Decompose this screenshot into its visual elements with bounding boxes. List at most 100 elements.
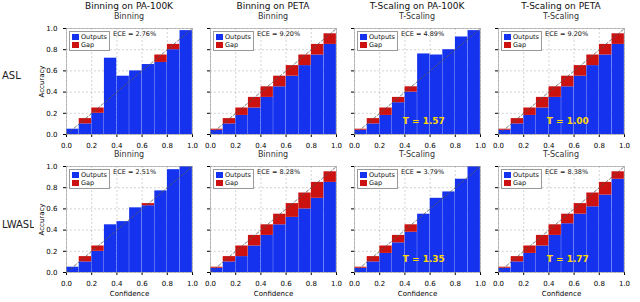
svg-text:1.0: 1.0 [187, 280, 198, 288]
html-text:T-Scaling: T-Scaling [399, 150, 435, 159]
svg-text:Confidence: Confidence [542, 290, 581, 298]
svg-text:0.6: 0.6 [569, 142, 581, 150]
html-text:Binning on PA-100K: Binning on PA-100K [85, 1, 173, 11]
html-text:Binning: Binning [113, 150, 145, 159]
svg-text:0.0: 0.0 [61, 142, 72, 150]
svg-text:0.0: 0.0 [46, 269, 57, 277]
svg-text:0.8: 0.8 [594, 280, 605, 288]
svg-text:0.4: 0.4 [543, 280, 555, 288]
html-text:Outputs: Outputs [225, 33, 251, 41]
svg-text:0.8: 0.8 [162, 280, 173, 288]
svg-text:0.2: 0.2 [230, 142, 241, 150]
svg-text:0.2: 0.2 [230, 280, 241, 288]
svg-text:Confidence: Confidence [254, 290, 293, 298]
svg-text:1.0: 1.0 [46, 25, 57, 33]
svg-text:0.8: 0.8 [46, 184, 57, 192]
svg-text:0.2: 0.2 [374, 142, 385, 150]
html-text:Binning: Binning [257, 150, 289, 159]
svg-text:T = 1.57: T = 1.57 [403, 116, 445, 126]
svg-text:ECE = 9.20%: ECE = 9.20% [257, 30, 300, 38]
html-text:Binning on PETA: Binning on PETA [236, 1, 310, 11]
svg-text:1.0: 1.0 [619, 142, 630, 150]
svg-text:0.6: 0.6 [281, 280, 293, 288]
svg-text:0.0: 0.0 [61, 280, 72, 288]
svg-text:0.2: 0.2 [518, 280, 529, 288]
html-text:Gap: Gap [369, 41, 383, 49]
svg-text:0.8: 0.8 [450, 142, 461, 150]
svg-text:0.0: 0.0 [493, 142, 504, 150]
svg-text:T = 1.77: T = 1.77 [547, 254, 589, 264]
html-text:Binning: Binning [113, 12, 145, 21]
svg-text:Confidence: Confidence [398, 290, 437, 298]
html-text:Gap: Gap [513, 41, 527, 49]
svg-text:0.6: 0.6 [425, 280, 437, 288]
svg-text:0.8: 0.8 [46, 46, 57, 54]
svg-text:Confidence: Confidence [110, 290, 149, 298]
svg-text:ECE = 4.89%: ECE = 4.89% [401, 30, 444, 38]
svg-text:0.4: 0.4 [46, 226, 58, 234]
svg-text:0.0: 0.0 [493, 280, 504, 288]
svg-text:ECE = 9.20%: ECE = 9.20% [545, 30, 588, 38]
svg-text:0.8: 0.8 [594, 142, 605, 150]
svg-text:0.4: 0.4 [399, 142, 411, 150]
svg-text:0.6: 0.6 [425, 142, 437, 150]
svg-text:0.2: 0.2 [374, 280, 385, 288]
html-text:T-Scaling on PETA: T-Scaling on PETA [521, 1, 601, 11]
svg-text:0.0: 0.0 [349, 142, 360, 150]
html-text:Gap: Gap [225, 41, 239, 49]
html-text:T-Scaling: T-Scaling [399, 12, 435, 21]
svg-text:0.6: 0.6 [137, 142, 149, 150]
svg-text:ECE = 2.51%: ECE = 2.51% [113, 168, 156, 176]
svg-text:0.4: 0.4 [399, 280, 411, 288]
svg-text:Accuracy: Accuracy [38, 66, 46, 98]
svg-text:ECE = 3.79%: ECE = 3.79% [401, 168, 444, 176]
svg-text:0.6: 0.6 [137, 280, 149, 288]
svg-text:Accuracy: Accuracy [38, 204, 46, 236]
html-text:LWASL: LWASL [2, 218, 35, 230]
svg-text:ECE = 2.76%: ECE = 2.76% [113, 30, 156, 38]
html-text:ASL: ASL [2, 69, 21, 81]
svg-text:0.4: 0.4 [543, 142, 555, 150]
svg-text:0.6: 0.6 [46, 67, 58, 75]
svg-text:0.4: 0.4 [255, 280, 267, 288]
html-text:Outputs: Outputs [369, 33, 395, 41]
svg-text:0.6: 0.6 [281, 142, 293, 150]
svg-text:0.4: 0.4 [255, 142, 267, 150]
html-text:T-Scaling: T-Scaling [543, 150, 579, 159]
svg-text:0.8: 0.8 [450, 280, 461, 288]
svg-text:0.8: 0.8 [306, 280, 317, 288]
svg-text:0.0: 0.0 [205, 280, 216, 288]
svg-text:0.0: 0.0 [46, 131, 57, 139]
svg-text:0.2: 0.2 [46, 248, 57, 256]
svg-text:0.4: 0.4 [111, 142, 123, 150]
svg-text:0.2: 0.2 [518, 142, 529, 150]
svg-text:0.2: 0.2 [86, 280, 97, 288]
svg-text:0.6: 0.6 [46, 205, 58, 213]
svg-text:1.0: 1.0 [331, 280, 342, 288]
html-text:Outputs: Outputs [513, 33, 539, 41]
html-text:Binning: Binning [257, 12, 289, 21]
svg-text:ECE = 8.38%: ECE = 8.38% [545, 168, 588, 176]
svg-text:1.0: 1.0 [619, 280, 630, 288]
svg-text:0.8: 0.8 [306, 142, 317, 150]
svg-text:1.0: 1.0 [475, 280, 486, 288]
svg-text:1.0: 1.0 [475, 142, 486, 150]
svg-text:T = 1.35: T = 1.35 [403, 254, 445, 264]
svg-text:1.0: 1.0 [46, 163, 57, 171]
svg-text:0.0: 0.0 [205, 142, 216, 150]
html-text:Gap: Gap [81, 41, 95, 49]
svg-text:0.4: 0.4 [46, 88, 58, 96]
svg-text:0.4: 0.4 [111, 280, 123, 288]
svg-text:1.0: 1.0 [331, 142, 342, 150]
svg-text:T = 1.00: T = 1.00 [547, 116, 589, 126]
svg-text:0.8: 0.8 [162, 142, 173, 150]
svg-text:0.2: 0.2 [86, 142, 97, 150]
svg-text:ECE = 8.28%: ECE = 8.28% [257, 168, 300, 176]
svg-text:0.6: 0.6 [569, 280, 581, 288]
html-text:T-Scaling: T-Scaling [543, 12, 579, 21]
html-text:Outputs: Outputs [81, 33, 107, 41]
svg-text:0.0: 0.0 [349, 280, 360, 288]
svg-text:0.2: 0.2 [46, 110, 57, 118]
svg-text:1.0: 1.0 [187, 142, 198, 150]
html-text:T-Scaling on PA-100K: T-Scaling on PA-100K [369, 1, 465, 11]
